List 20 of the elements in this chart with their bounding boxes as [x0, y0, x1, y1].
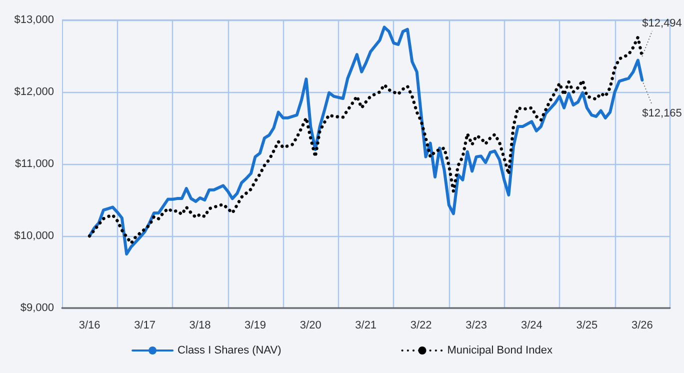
y-tick-label: $9,000 — [20, 302, 54, 314]
legend-label: Class I Shares (NAV) — [178, 344, 282, 356]
x-tick-label: 3/26 — [631, 320, 653, 332]
x-tick-label: 3/17 — [134, 320, 156, 332]
annotation: $12,165 — [642, 108, 682, 120]
x-tick-label: 3/23 — [466, 320, 488, 332]
legend-label: Municipal Bond Index — [447, 344, 553, 356]
y-tick-label: $10,000 — [14, 230, 54, 242]
y-tick-label: $13,000 — [14, 14, 54, 26]
y-tick-label: $12,000 — [14, 86, 54, 98]
x-tick-label: 3/19 — [244, 320, 266, 332]
annotation: $12,494 — [642, 18, 682, 30]
x-tick-label: 3/22 — [410, 320, 432, 332]
x-tick-label: 3/20 — [300, 320, 322, 332]
x-tick-label: 3/21 — [355, 320, 377, 332]
x-tick-label: 3/25 — [576, 320, 598, 332]
x-tick-label: 3/16 — [78, 320, 100, 332]
y-tick-label: $11,000 — [15, 158, 54, 170]
x-tick-label: 3/18 — [189, 320, 211, 332]
x-tick-label: 3/24 — [520, 320, 542, 332]
